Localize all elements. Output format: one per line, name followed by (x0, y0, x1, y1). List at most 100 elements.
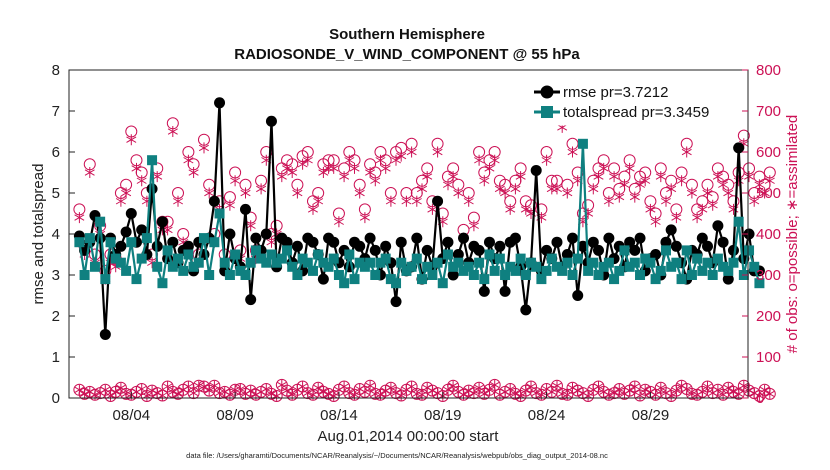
totalspread-point (583, 265, 594, 276)
totalspread-point (266, 249, 277, 260)
obs-assimilated-point (609, 171, 620, 183)
obs-assimilated-point (614, 191, 625, 203)
obs-assimilated-point (655, 171, 666, 183)
rmse-point (665, 224, 677, 236)
totalspread-point (718, 261, 729, 272)
rmse-point (208, 195, 220, 207)
obs-possible-point (270, 389, 283, 402)
rmse-point (328, 236, 340, 248)
rmse-point (182, 240, 194, 252)
totalspread-point (577, 138, 588, 149)
totalspread-point (126, 237, 137, 248)
totalspread-point (692, 253, 703, 264)
totalspread-point (749, 261, 760, 272)
rmse-point (317, 273, 329, 285)
totalspread-point (505, 261, 516, 272)
totalspread-point (354, 257, 365, 268)
rmse-point (572, 290, 584, 301)
rmse-point (136, 224, 148, 236)
totalspread-point (95, 216, 106, 227)
totalspread-point (183, 249, 194, 260)
obs-assimilated-point (546, 183, 557, 195)
totalspread-point (282, 245, 293, 256)
totalspread-point (411, 253, 422, 264)
rmse-point (530, 164, 542, 176)
rmse-point (733, 142, 745, 154)
obs-assimilated-point (385, 195, 396, 207)
rmse-point (442, 236, 454, 248)
totalspread-point (230, 249, 241, 260)
totalspread-point (188, 261, 199, 272)
totalspread-point (567, 270, 578, 280)
rmse-point (670, 240, 682, 252)
obs-assimilated-point (115, 195, 126, 207)
totalspread-point (635, 270, 646, 280)
totalspread-point (224, 270, 235, 280)
obs-assimilated-point (422, 171, 433, 183)
rmse-point (369, 244, 381, 256)
y-tick-label: 6 (52, 144, 60, 161)
y-right-tick-label: 400 (756, 226, 781, 243)
totalspread-point (193, 257, 204, 268)
totalspread-point (204, 270, 215, 280)
totalspread-point (84, 233, 95, 244)
totalspread-point (313, 249, 324, 260)
obs-assimilated-point (74, 212, 85, 224)
obs-assimilated-point (567, 146, 578, 158)
rmse-point (265, 115, 277, 127)
x-tick-label: 08/19 (424, 407, 462, 424)
obs-assimilated-point (500, 187, 511, 199)
obs-assimilated-point (676, 175, 687, 187)
obs-assimilated-point (167, 126, 178, 137)
totalspread-point (240, 270, 251, 280)
totalspread-point (214, 208, 225, 219)
obs-assimilated-point (494, 183, 505, 195)
totalspread-point (422, 261, 433, 272)
obs-assimilated-point (749, 195, 760, 207)
totalspread-point (676, 274, 687, 285)
obs-assimilated-point (318, 167, 329, 178)
y-tick-label: 4 (52, 226, 60, 243)
totalspread-point (152, 261, 163, 272)
totalspread-point (157, 278, 168, 289)
y-tick-label: 8 (52, 62, 60, 79)
obs-assimilated-point (510, 183, 521, 195)
obs-assimilated-point (765, 388, 775, 399)
rmse-point (239, 203, 251, 215)
obs-assimilated-point (323, 162, 334, 174)
obs-assimilated-point (391, 154, 402, 166)
totalspread-point (427, 270, 438, 280)
totalspread-point (131, 274, 142, 285)
obs-assimilated-point (598, 162, 609, 174)
obs-assimilated-point (230, 175, 241, 187)
totalspread-point (307, 265, 318, 276)
totalspread-point (593, 270, 604, 280)
obs-assimilated-point (697, 203, 708, 215)
obs-assimilated-point (224, 199, 235, 211)
obs-assimilated-point (723, 187, 734, 199)
totalspread-point (474, 257, 485, 268)
totalspread-point (287, 261, 298, 272)
rmse-point (291, 240, 303, 252)
totalspread-point (365, 257, 376, 268)
totalspread-point (707, 270, 718, 280)
rmse-point (125, 208, 137, 219)
totalspread-point (629, 257, 640, 268)
totalspread-point (375, 257, 386, 268)
obs-assimilated-point (188, 167, 199, 178)
legend-rmse-label: rmse pr=3.7212 (563, 84, 668, 101)
rmse-point (650, 249, 662, 260)
obs-assimilated-point (686, 187, 697, 199)
rmse-point (380, 240, 392, 252)
rmse-point (478, 285, 490, 297)
totalspread-point (292, 270, 303, 280)
obs-possible-point (156, 389, 169, 402)
obs-assimilated-point (712, 171, 723, 183)
totalspread-point (531, 261, 542, 272)
totalspread-point (416, 274, 427, 285)
rmse-point (99, 328, 111, 340)
rmse-point (452, 249, 464, 260)
obs-assimilated-point (307, 203, 318, 215)
obs-assimilated-point (541, 154, 552, 166)
obs-assimilated-point (407, 381, 417, 392)
